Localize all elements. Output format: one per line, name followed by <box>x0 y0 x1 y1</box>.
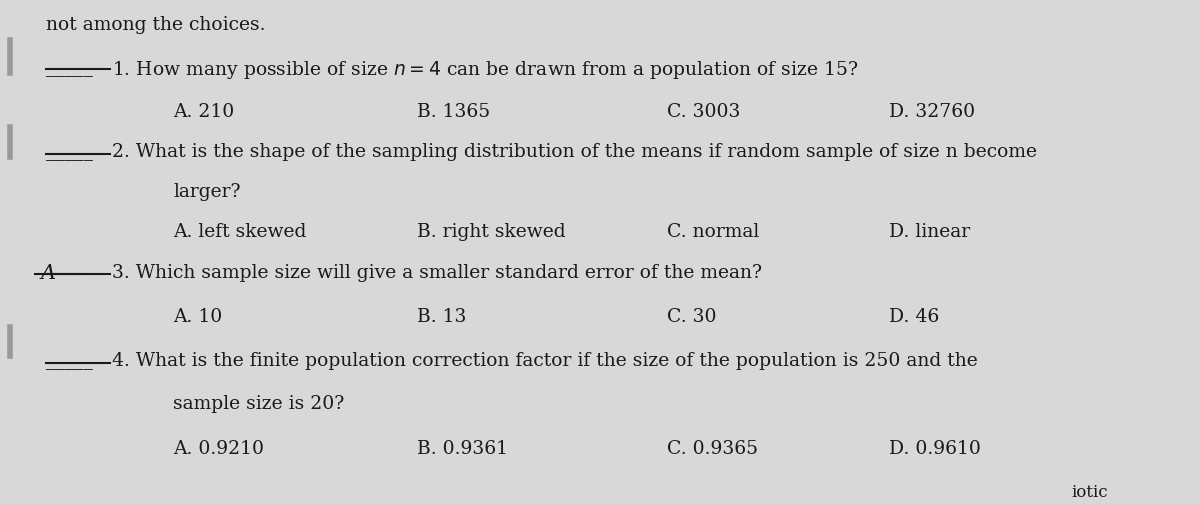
Text: C. normal: C. normal <box>667 223 760 240</box>
Text: B. 1365: B. 1365 <box>418 103 491 121</box>
Text: 2. What is the shape of the sampling distribution of the means if random sample : 2. What is the shape of the sampling dis… <box>113 143 1037 161</box>
Text: D. linear: D. linear <box>889 223 970 240</box>
Text: 1. How many possible of size $n = 4$ can be drawn from a population of size 15?: 1. How many possible of size $n = 4$ can… <box>113 59 859 80</box>
Text: iotic: iotic <box>1072 483 1109 500</box>
Text: B. right skewed: B. right skewed <box>418 223 566 240</box>
Text: C. 3003: C. 3003 <box>667 103 740 121</box>
Text: not among the choices.: not among the choices. <box>46 16 265 34</box>
Text: A. 0.9210: A. 0.9210 <box>173 439 264 457</box>
Text: _____: _____ <box>46 59 92 76</box>
Text: 3. Which sample size will give a smaller standard error of the mean?: 3. Which sample size will give a smaller… <box>113 264 762 282</box>
Text: C. 0.9365: C. 0.9365 <box>667 439 758 457</box>
Text: _____: _____ <box>46 351 92 370</box>
Text: A. 10: A. 10 <box>173 307 222 325</box>
Text: C. 30: C. 30 <box>667 307 716 325</box>
Text: D. 32760: D. 32760 <box>889 103 974 121</box>
Text: A. 210: A. 210 <box>173 103 234 121</box>
Text: A: A <box>41 264 55 283</box>
Text: larger?: larger? <box>173 183 241 200</box>
Text: D. 46: D. 46 <box>889 307 940 325</box>
Text: B. 13: B. 13 <box>418 307 467 325</box>
Text: D. 0.9610: D. 0.9610 <box>889 439 980 457</box>
Text: 4. What is the finite population correction factor if the size of the population: 4. What is the finite population correct… <box>113 351 978 370</box>
Text: B. 0.9361: B. 0.9361 <box>418 439 509 457</box>
Text: A. left skewed: A. left skewed <box>173 223 307 240</box>
Text: sample size is 20?: sample size is 20? <box>173 394 344 412</box>
Text: _____: _____ <box>46 143 92 161</box>
